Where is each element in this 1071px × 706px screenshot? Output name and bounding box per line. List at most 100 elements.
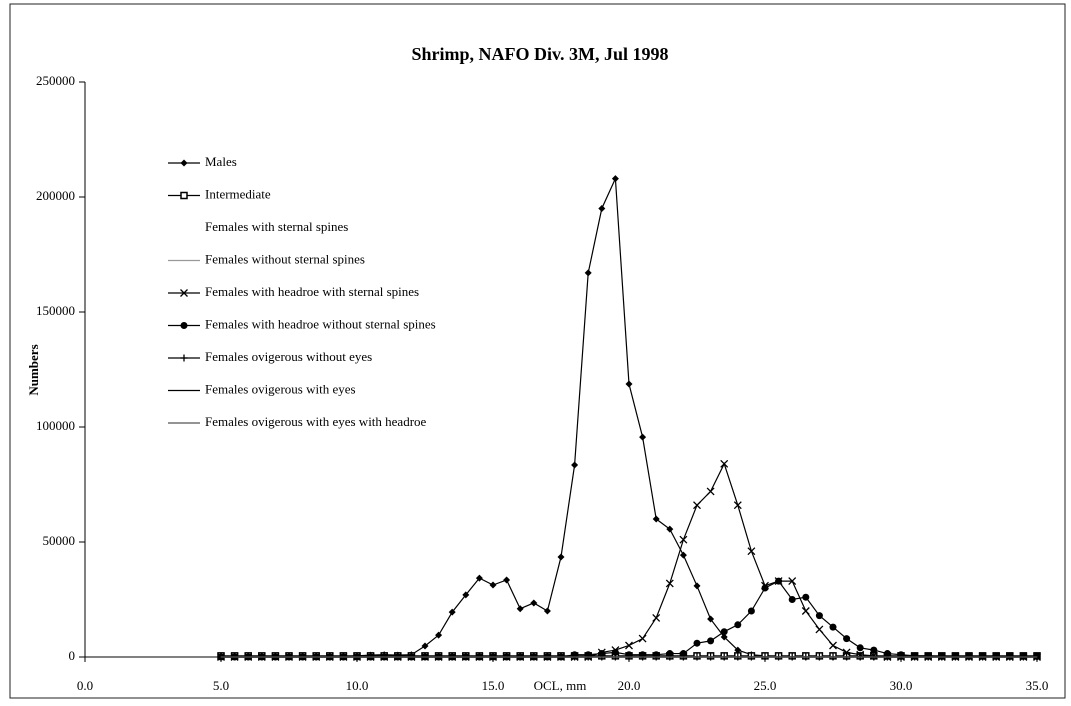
data-point: [886, 656, 888, 658]
data-point: [247, 656, 249, 658]
data-point: [873, 656, 875, 658]
y-axis-label: Numbers: [26, 344, 41, 395]
data-point: [329, 656, 331, 658]
legend-label: Males: [205, 154, 237, 169]
data-point: [652, 613, 661, 622]
data-point: [302, 656, 304, 658]
data-point: [723, 656, 725, 658]
data-point: [900, 656, 902, 658]
data-point: [737, 656, 739, 658]
data-point: [693, 582, 701, 590]
data-point: [1036, 656, 1038, 658]
data-point: [707, 637, 715, 645]
y-tick-label: 200000: [36, 188, 75, 203]
data-point: [941, 656, 943, 658]
data-point: [801, 607, 810, 615]
data-point: [557, 553, 565, 561]
data-point: [516, 605, 524, 613]
data-point: [410, 656, 412, 658]
data-point: [489, 581, 497, 589]
chart-title: Shrimp, NAFO Div. 3M, Jul 1998: [411, 44, 668, 64]
data-point: [451, 656, 453, 658]
data-point: [832, 656, 834, 658]
legend-label: Females with headroe with sternal spines: [205, 284, 419, 299]
data-point: [720, 633, 728, 641]
data-point: [274, 656, 276, 658]
data-point: [506, 656, 508, 658]
data-point: [315, 656, 317, 658]
data-point: [611, 175, 619, 183]
data-point: [234, 656, 236, 658]
data-point: [666, 525, 674, 533]
data-point: [448, 608, 456, 616]
data-point: [856, 644, 864, 652]
data-point: [710, 656, 712, 658]
chart-border: [9, 3, 1066, 699]
x-axis-label: OCL, mm: [534, 678, 587, 693]
data-point: [421, 642, 429, 650]
data-point: [574, 656, 576, 658]
data-point: [560, 656, 562, 658]
data-point: [778, 656, 780, 658]
x-tick-label: 35.0: [1026, 678, 1049, 693]
data-point: [829, 641, 837, 650]
data-point: [611, 648, 619, 656]
data-point: [261, 656, 263, 658]
data-point: [734, 646, 742, 654]
data-point: [435, 631, 443, 639]
legend-marker: [180, 354, 188, 362]
legend-marker: [180, 322, 188, 329]
data-point: [693, 639, 701, 647]
x-tick-label: 10.0: [346, 678, 369, 693]
legend-label: Intermediate: [205, 186, 271, 201]
data-point: [720, 628, 728, 636]
data-point: [815, 625, 824, 634]
data-point: [492, 656, 494, 658]
legend-label: Females with sternal spines: [205, 219, 348, 234]
data-point: [533, 656, 535, 658]
y-tick-label: 0: [69, 648, 76, 663]
series-line: [221, 462, 1037, 658]
legend-marker: [180, 191, 188, 200]
data-point: [669, 656, 671, 658]
data-point: [870, 646, 878, 654]
data-point: [995, 656, 997, 658]
data-point: [733, 501, 742, 510]
data-point: [750, 656, 752, 658]
data-point: [1009, 656, 1011, 658]
x-tick-label: 20.0: [618, 678, 641, 693]
data-point: [706, 487, 715, 496]
data-point: [843, 635, 851, 643]
data-point: [424, 656, 426, 658]
data-point: [519, 656, 521, 658]
data-point: [802, 593, 810, 601]
data-point: [478, 656, 480, 658]
data-point: [465, 656, 467, 658]
data-point: [601, 656, 603, 658]
x-tick-label: 15.0: [482, 678, 505, 693]
data-point: [859, 656, 861, 658]
data-point: [747, 547, 756, 556]
data-point: [503, 576, 511, 584]
data-point: [475, 574, 483, 582]
legend-label: Females without sternal spines: [205, 251, 365, 266]
x-tick-label: 25.0: [754, 678, 777, 693]
legend-label: Females ovigerous with eyes: [205, 381, 356, 396]
data-point: [775, 577, 783, 585]
data-point: [805, 656, 807, 658]
data-point: [625, 380, 633, 388]
x-tick-label: 5.0: [213, 678, 229, 693]
legend-marker: [180, 159, 188, 167]
y-tick-label: 100000: [36, 418, 75, 433]
data-point: [642, 656, 644, 658]
data-point: [546, 656, 548, 658]
y-tick-label: 50000: [43, 533, 76, 548]
data-point: [914, 656, 916, 658]
data-point: [788, 596, 796, 603]
legend-label: Females ovigerous without eyes: [205, 349, 372, 364]
data-point: [1022, 656, 1024, 658]
data-point: [679, 535, 688, 544]
data-point: [747, 607, 755, 615]
data-point: [761, 584, 769, 592]
